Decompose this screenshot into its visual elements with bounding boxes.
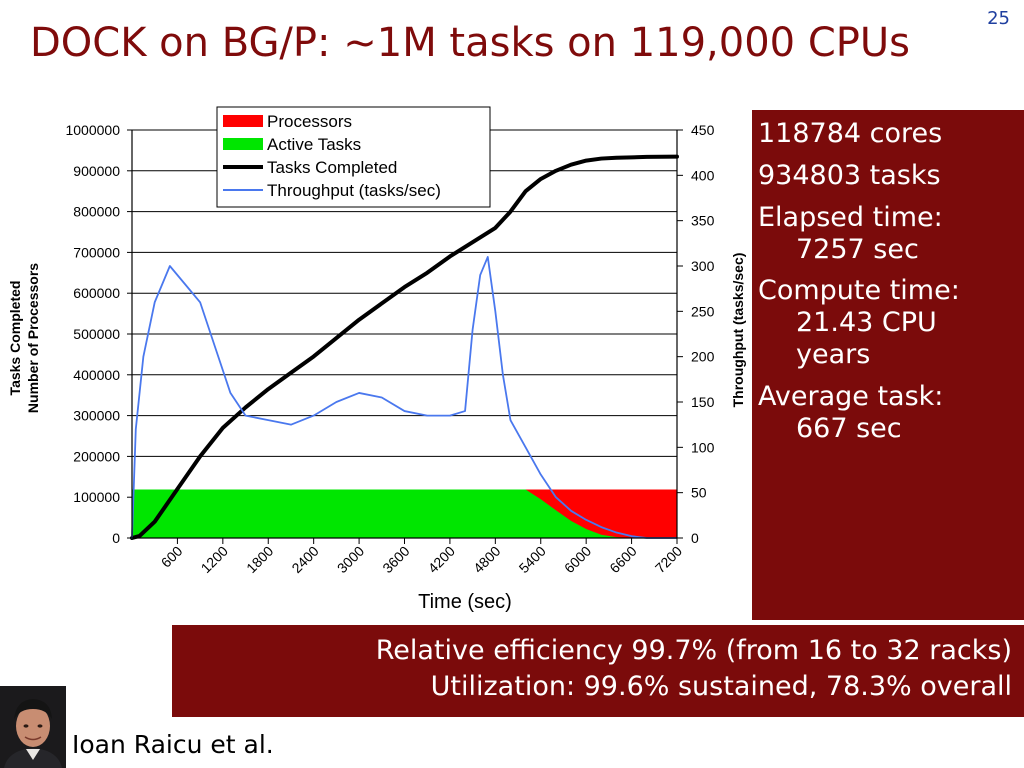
chart-legend: Processors Active Tasks Tasks Completed Thr… xyxy=(216,106,491,208)
x-tick-label: 1200 xyxy=(198,543,231,576)
y-left-tick-label: 300000 xyxy=(73,408,120,424)
x-tick-label: 4200 xyxy=(425,543,458,576)
stat-elapsed: Elapsed time: 7257 sec xyxy=(758,202,1018,266)
legend-swatch xyxy=(223,138,263,150)
x-tick-label: 3000 xyxy=(334,543,367,576)
y-right-tick-label: 50 xyxy=(691,485,707,501)
stat-average-value: 667 sec xyxy=(796,412,902,444)
y-left-label-line1: Tasks Completed xyxy=(7,281,23,396)
x-axis-label: Time (sec) xyxy=(418,591,512,613)
stat-compute-value-2: years xyxy=(796,339,871,371)
summary-line-utilization: Utilization: 99.6% sustained, 78.3% over… xyxy=(430,670,1012,702)
stat-elapsed-label: Elapsed time: xyxy=(758,201,943,233)
author-name: Ioan Raicu et al. xyxy=(72,730,274,759)
x-tick-label: 6600 xyxy=(606,543,639,576)
y-left-tick-label: 500000 xyxy=(73,326,120,342)
stat-compute-value-1: 21.43 CPU xyxy=(796,307,937,339)
y-right-tick-label: 400 xyxy=(691,167,715,183)
y-right-label: Throughput (tasks/sec) xyxy=(730,253,746,408)
legend-label: Tasks Completed xyxy=(267,158,397,177)
legend-label: Active Tasks xyxy=(267,135,361,154)
y-left-tick-label: 900000 xyxy=(73,163,120,179)
stats-panel: 118784 cores 934803 tasks Elapsed time: … xyxy=(752,110,1024,620)
y-left-label-line2: Number of Processors xyxy=(25,263,41,413)
x-tick-label: 3600 xyxy=(379,543,412,576)
x-tick-label: 6000 xyxy=(561,543,594,576)
y-right-tick-label: 350 xyxy=(691,213,715,229)
summary-line-efficiency: Relative efficiency 99.7% (from 16 to 32… xyxy=(375,635,1012,666)
y-left-tick-label: 400000 xyxy=(73,367,120,383)
y-right-tick-label: 250 xyxy=(691,303,715,319)
y-left-tick-label: 800000 xyxy=(73,204,120,220)
y-right-tick-label: 300 xyxy=(691,258,715,274)
x-tick-label: 5400 xyxy=(516,543,549,576)
stat-compute-label: Compute time: xyxy=(758,275,960,307)
author-photo xyxy=(0,686,66,768)
y-right-tick-label: 450 xyxy=(691,122,715,138)
y-left-tick-label: 200000 xyxy=(73,448,120,464)
y-right-tick-label: 200 xyxy=(691,349,715,365)
y-right-tick-label: 0 xyxy=(691,530,699,546)
y-left-tick-label: 1000000 xyxy=(65,122,120,138)
slide-title: DOCK on BG/P: ~1M tasks on 119,000 CPUs xyxy=(30,20,910,66)
stat-tasks: 934803 tasks xyxy=(758,159,941,191)
y-right-tick-label: 100 xyxy=(691,439,715,455)
summary-box: Relative efficiency 99.7% (from 16 to 32… xyxy=(172,625,1024,717)
x-tick-label: 4800 xyxy=(470,543,503,576)
y-left-tick-label: 600000 xyxy=(73,285,120,301)
slide-number: 25 xyxy=(987,8,1010,29)
stat-compute: Compute time: 21.43 CPU years xyxy=(758,275,1018,371)
chart-ticks: 0 100000 200000 300000 400000 500000 600000 700… xyxy=(65,122,714,576)
y-left-tick-label: 100000 xyxy=(73,489,120,505)
x-tick-label: 7200 xyxy=(652,543,685,576)
x-tick-label: 2400 xyxy=(288,543,321,576)
chart-frame: 0 100000 200000 300000 400000 500000 600000 700… xyxy=(0,100,750,620)
series-line-tasks-completed xyxy=(130,154,679,540)
legend-swatch xyxy=(223,115,263,127)
y-left-tick-label: 0 xyxy=(112,530,120,546)
stat-average: Average task: 667 sec xyxy=(758,381,1018,445)
x-tick-label: 600 xyxy=(158,543,186,571)
throughput-chart: 0 100000 200000 300000 400000 500000 600000 700… xyxy=(7,106,746,613)
stat-average-label: Average task: xyxy=(758,381,944,413)
series-line-throughput-tasks-sec xyxy=(131,256,678,539)
chart-areas xyxy=(132,489,677,538)
stat-cores: 118784 cores xyxy=(758,118,943,149)
legend-label: Processors xyxy=(267,112,352,131)
stat-elapsed-value: 7257 sec xyxy=(796,233,919,265)
x-tick-label: 1800 xyxy=(243,543,276,576)
y-right-tick-label: 150 xyxy=(691,394,715,410)
legend-label: Throughput (tasks/sec) xyxy=(267,181,441,200)
series-area-active-tasks xyxy=(132,489,632,538)
y-left-tick-label: 700000 xyxy=(73,244,120,260)
chart-lines xyxy=(130,154,679,540)
